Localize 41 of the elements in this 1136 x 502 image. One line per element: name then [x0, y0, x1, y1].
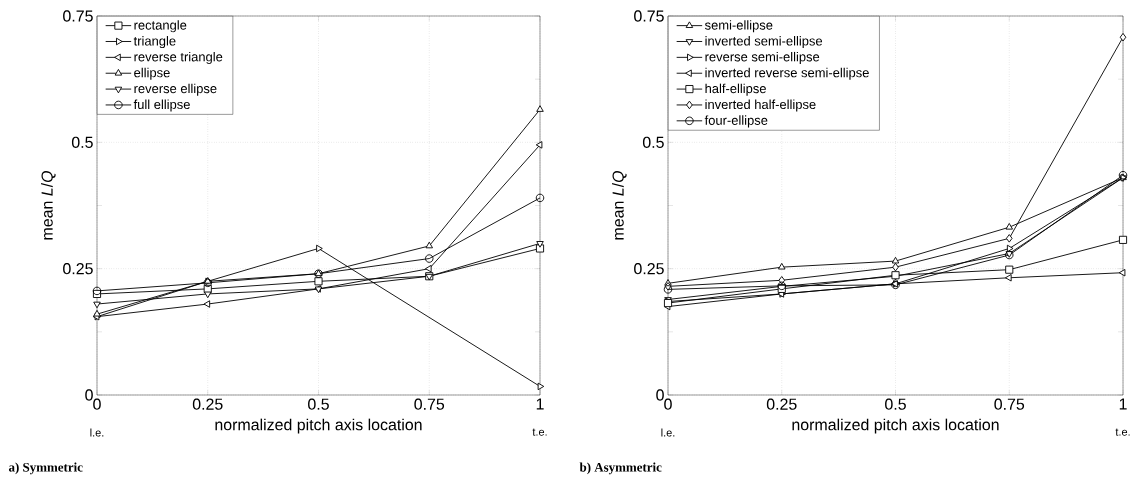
legend-label: rectangle: [134, 20, 187, 33]
x-tick-label: 1: [536, 398, 544, 410]
legend-label: half-ellipse: [705, 83, 766, 96]
x-tick-label: 0.5: [885, 398, 906, 410]
legend-label: semi-ellipse: [704, 20, 773, 33]
legend-label: full ellipse: [133, 99, 190, 112]
text: l.e.: [661, 428, 675, 437]
y-tick-label: 0.25: [634, 263, 664, 275]
y-tick-label: 0: [85, 389, 93, 401]
x-tick-label: 0.75: [994, 398, 1025, 410]
y-tick-label: 0.75: [634, 10, 664, 22]
y-axis-title: mean L/Q: [41, 171, 56, 240]
x-axis-title: normalized pitch axis location: [215, 418, 422, 434]
text: t.e.: [532, 428, 547, 436]
legend-label: reverse triangle: [134, 51, 223, 64]
text: a) Symmetric: [8, 462, 83, 475]
legend-label: inverted reverse semi-ellipse: [705, 67, 869, 80]
y-tick-label: 0.75: [63, 10, 93, 22]
x-tick-label: 0.5: [308, 398, 329, 410]
x-tick-label: 0.25: [766, 398, 797, 410]
legend-label: ellipse: [134, 67, 170, 80]
legend-label: reverse semi-ellipse: [705, 51, 820, 64]
x-tick-label: 0.25: [192, 398, 223, 410]
x-tick-label: 0: [664, 398, 672, 410]
text: l.e.: [90, 428, 104, 437]
x-tick-label: 1: [1119, 398, 1127, 410]
legend-label: triangle: [133, 36, 176, 49]
y-axis-title: mean L/Q: [612, 171, 627, 240]
x-axis-title: normalized pitch axis location: [792, 418, 999, 434]
y-tick-label: 0: [656, 389, 664, 401]
x-tick-label: 0: [93, 398, 101, 410]
x-tick-label: 0.75: [414, 398, 445, 410]
legend-label: reverse ellipse: [134, 83, 217, 96]
legend-label: inverted half-ellipse: [705, 99, 816, 112]
text: b) Asymmetric: [579, 462, 662, 475]
y-tick-label: 0.25: [63, 263, 93, 275]
legend-label: inverted semi-ellipse: [705, 36, 823, 49]
text: t.e.: [1115, 428, 1130, 436]
y-tick-label: 0.5: [71, 136, 93, 148]
legend-label: four-ellipse: [704, 115, 768, 128]
y-tick-label: 0.5: [642, 136, 664, 148]
